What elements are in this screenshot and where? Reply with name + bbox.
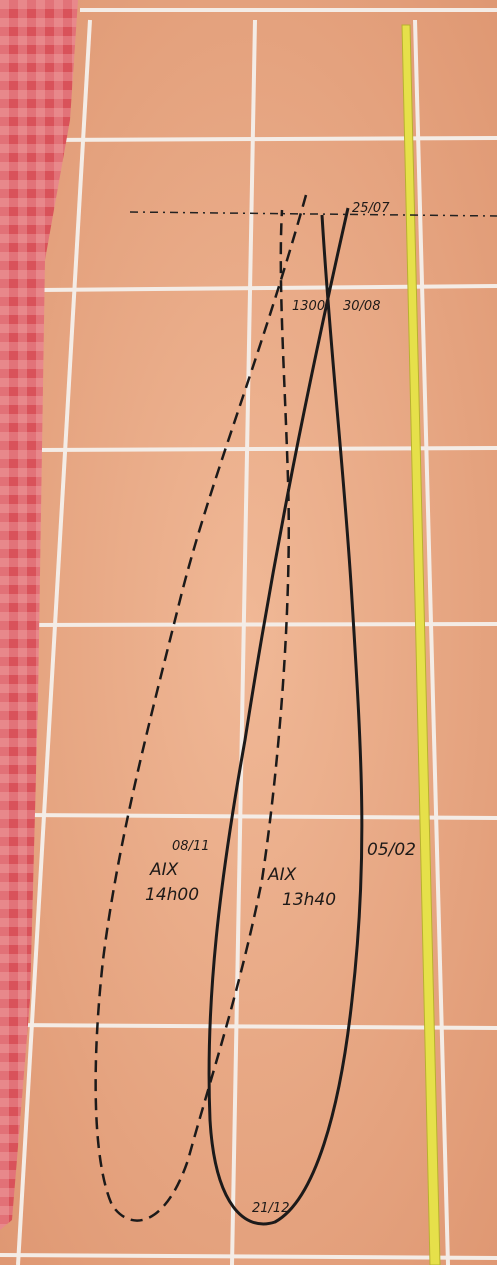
date-label: 30/08 [343,299,380,314]
photo: 25/07 1300 30/08 08/11 AIX 14h00 AIX 13h… [0,0,497,1265]
time-label: 14h00 [145,885,199,905]
place-label: AIX [267,865,297,885]
date-label: 05/02 [367,840,416,860]
place-label: AIX [149,860,179,880]
date-label: 25/07 [352,201,390,216]
time-label: 13h40 [282,890,336,910]
date-label: 21/12 [252,1201,289,1216]
time-label: 1300 [292,299,325,314]
date-label: 08/11 [172,839,209,854]
